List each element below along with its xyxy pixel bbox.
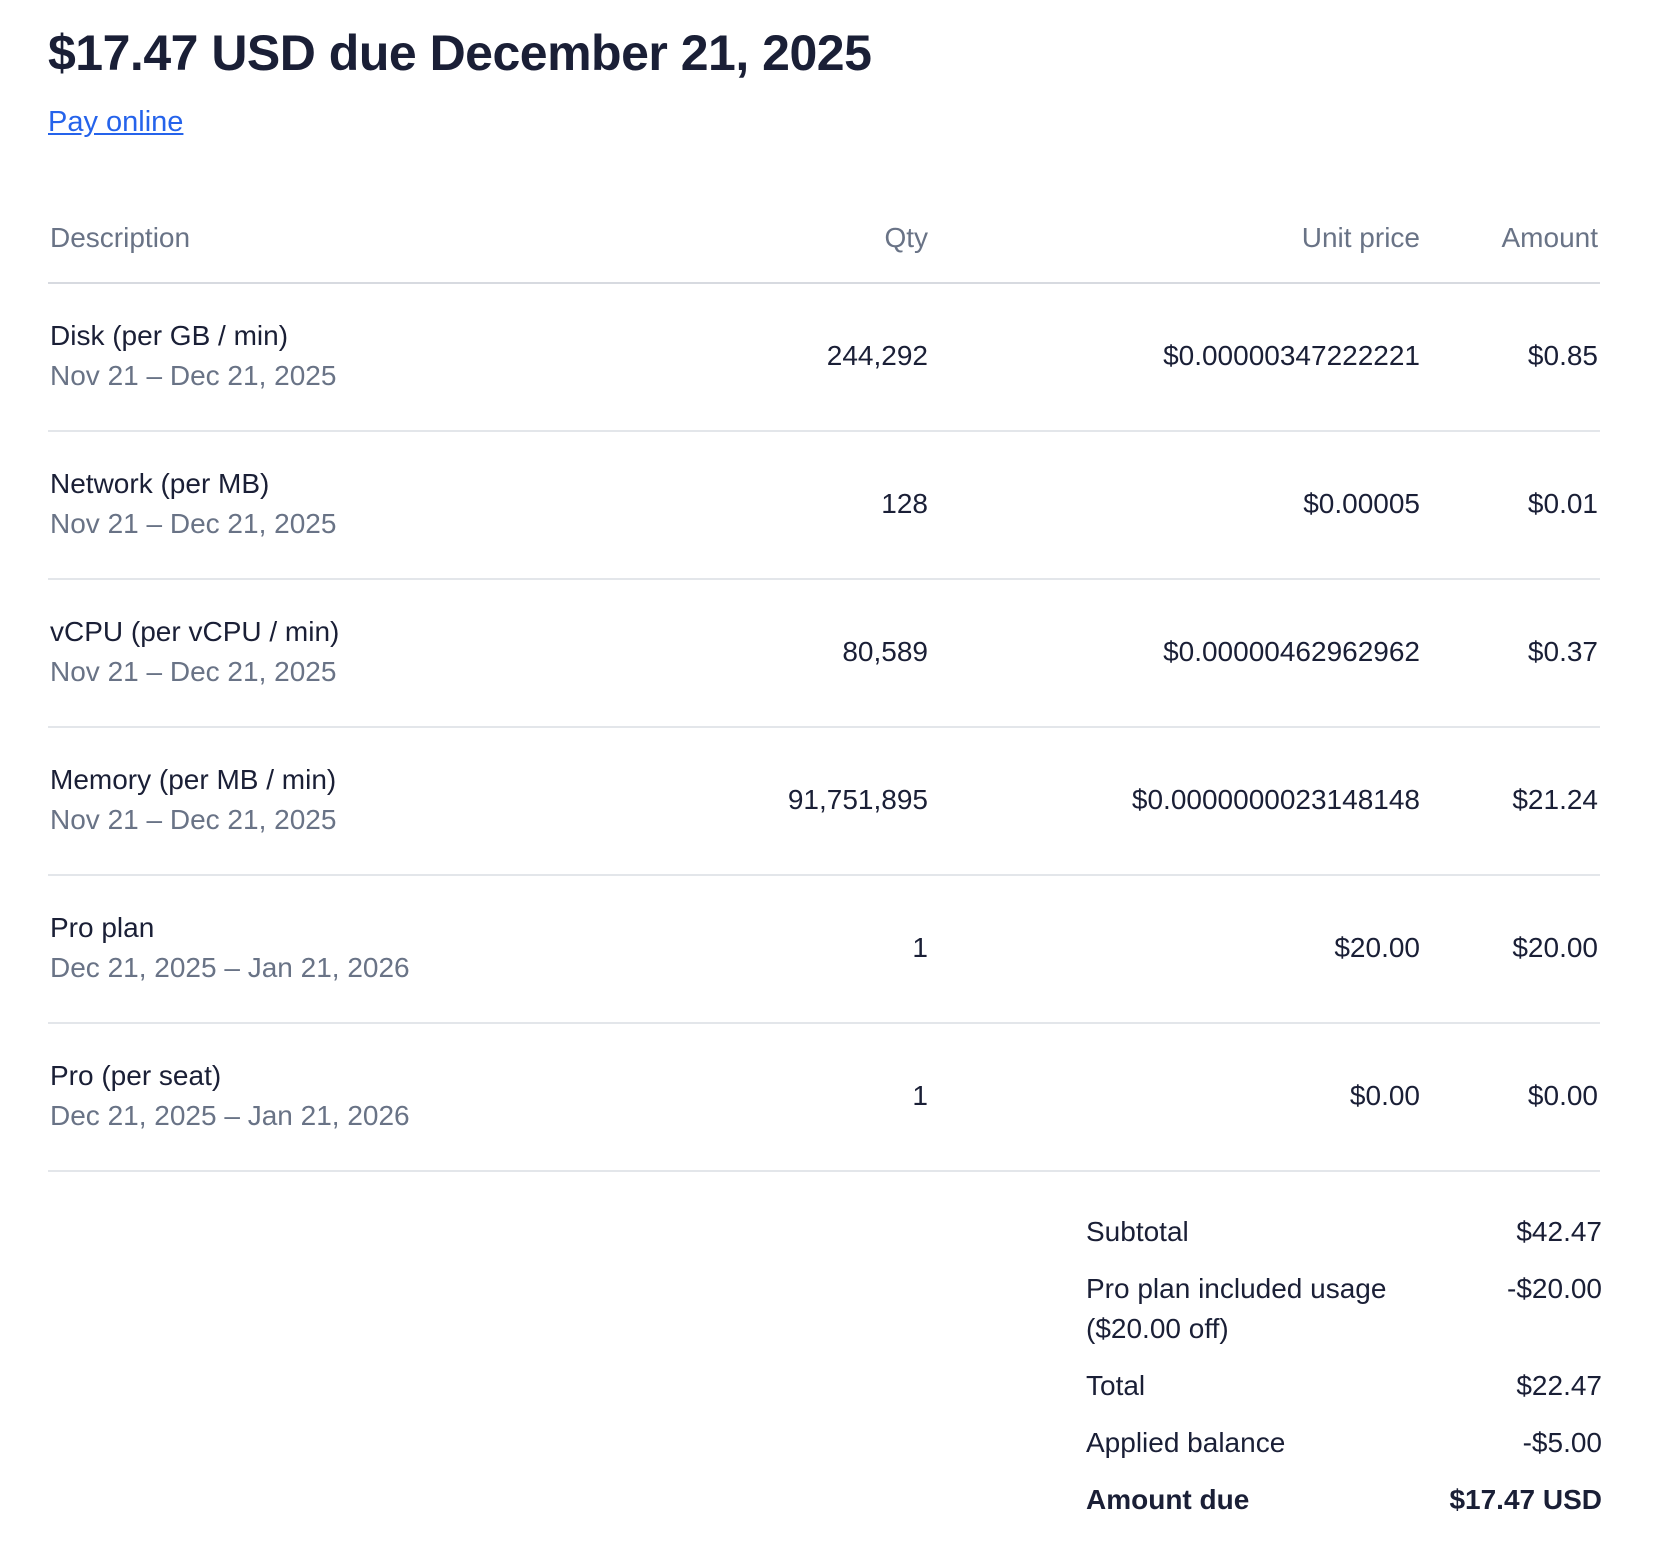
column-header-amount: Amount bbox=[1501, 222, 1599, 253]
summary-amount-due-label: Amount due bbox=[1086, 1484, 1250, 1515]
line-item-title: Network (per MB) bbox=[50, 468, 270, 499]
line-item-qty: 80,589 bbox=[842, 636, 928, 667]
table-row: Pro (per seat) Dec 21, 2025 – Jan 21, 20… bbox=[48, 1024, 1600, 1172]
line-item-qty: 1 bbox=[912, 932, 928, 963]
page-title: $17.47 USD due December 21, 2025 bbox=[48, 25, 872, 81]
summary-subtotal-label: Subtotal bbox=[1086, 1216, 1189, 1247]
invoice-summary: Subtotal $42.47 Pro plan included usage … bbox=[1086, 1212, 1602, 1524]
line-item-unit-price: $0.00 bbox=[1349, 1080, 1420, 1111]
line-item-period: Nov 21 – Dec 21, 2025 bbox=[50, 508, 337, 539]
line-item-amount: $0.00 bbox=[1527, 1080, 1598, 1111]
summary-discount-value: -$20.00 bbox=[1507, 1273, 1602, 1304]
column-header-description: Description bbox=[50, 222, 191, 253]
line-item-amount: $21.24 bbox=[1512, 784, 1598, 815]
summary-subtotal: Subtotal $42.47 bbox=[1086, 1212, 1602, 1269]
line-item-title: Pro plan bbox=[50, 912, 155, 943]
column-header-unit-price: Unit price bbox=[1301, 222, 1420, 253]
line-item-qty: 91,751,895 bbox=[787, 784, 928, 815]
summary-total-value: $22.47 bbox=[1516, 1370, 1602, 1401]
line-item-title: vCPU (per vCPU / min) bbox=[50, 616, 340, 647]
summary-applied-balance-label: Applied balance bbox=[1086, 1427, 1286, 1458]
line-item-unit-price: $0.00000347222221 bbox=[1163, 340, 1420, 371]
table-row: Memory (per MB / min) Nov 21 – Dec 21, 2… bbox=[48, 728, 1600, 876]
line-item-title: Pro (per seat) bbox=[50, 1060, 222, 1091]
summary-total-label: Total bbox=[1086, 1370, 1146, 1401]
column-header-qty: Qty bbox=[884, 222, 928, 253]
line-item-unit-price: $0.00005 bbox=[1303, 488, 1420, 519]
summary-applied-balance: Applied balance -$5.00 bbox=[1086, 1423, 1602, 1480]
line-item-title: Memory (per MB / min) bbox=[50, 764, 337, 795]
line-item-amount: $20.00 bbox=[1512, 932, 1598, 963]
line-item-qty: 1 bbox=[912, 1080, 928, 1111]
table-row: vCPU (per vCPU / min) Nov 21 – Dec 21, 2… bbox=[48, 580, 1600, 728]
line-item-amount: $0.01 bbox=[1527, 488, 1598, 519]
summary-applied-balance-value: -$5.00 bbox=[1522, 1427, 1602, 1458]
summary-amount-due-value: $17.47 USD bbox=[1449, 1484, 1602, 1515]
summary-discount: Pro plan included usage ($20.00 off) -$2… bbox=[1086, 1269, 1602, 1366]
summary-subtotal-value: $42.47 bbox=[1516, 1216, 1602, 1247]
summary-total: Total $22.47 bbox=[1086, 1366, 1602, 1423]
line-item-period: Nov 21 – Dec 21, 2025 bbox=[50, 360, 337, 391]
line-item-unit-price: $0.00000462962962 bbox=[1163, 636, 1420, 667]
summary-discount-label: Pro plan included usage ($20.00 off) bbox=[1086, 1273, 1387, 1344]
pay-online-link[interactable]: Pay online bbox=[48, 106, 184, 138]
line-item-period: Nov 21 – Dec 21, 2025 bbox=[50, 656, 337, 687]
table-header: Description Qty Unit price Amount bbox=[48, 200, 1600, 284]
line-item-period: Nov 21 – Dec 21, 2025 bbox=[50, 804, 337, 835]
table-row: Network (per MB) Nov 21 – Dec 21, 2025 1… bbox=[48, 432, 1600, 580]
table-row: Pro plan Dec 21, 2025 – Jan 21, 2026 1 $… bbox=[48, 876, 1600, 1024]
line-item-title: Disk (per GB / min) bbox=[50, 320, 289, 351]
table-row: Disk (per GB / min) Nov 21 – Dec 21, 202… bbox=[48, 284, 1600, 432]
line-item-period: Dec 21, 2025 – Jan 21, 2026 bbox=[50, 1100, 410, 1131]
line-item-period: Dec 21, 2025 – Jan 21, 2026 bbox=[50, 952, 410, 983]
line-item-qty: 128 bbox=[881, 488, 928, 519]
line-item-amount: $0.85 bbox=[1527, 340, 1598, 371]
invoice-line-items-table: Description Qty Unit price Amount Disk (… bbox=[48, 200, 1600, 1172]
line-item-qty: 244,292 bbox=[826, 340, 928, 371]
line-item-amount: $0.37 bbox=[1527, 636, 1598, 667]
line-item-unit-price: $0.0000000023148148 bbox=[1131, 784, 1420, 815]
line-item-unit-price: $20.00 bbox=[1334, 932, 1420, 963]
summary-amount-due: Amount due $17.47 USD bbox=[1086, 1480, 1602, 1524]
